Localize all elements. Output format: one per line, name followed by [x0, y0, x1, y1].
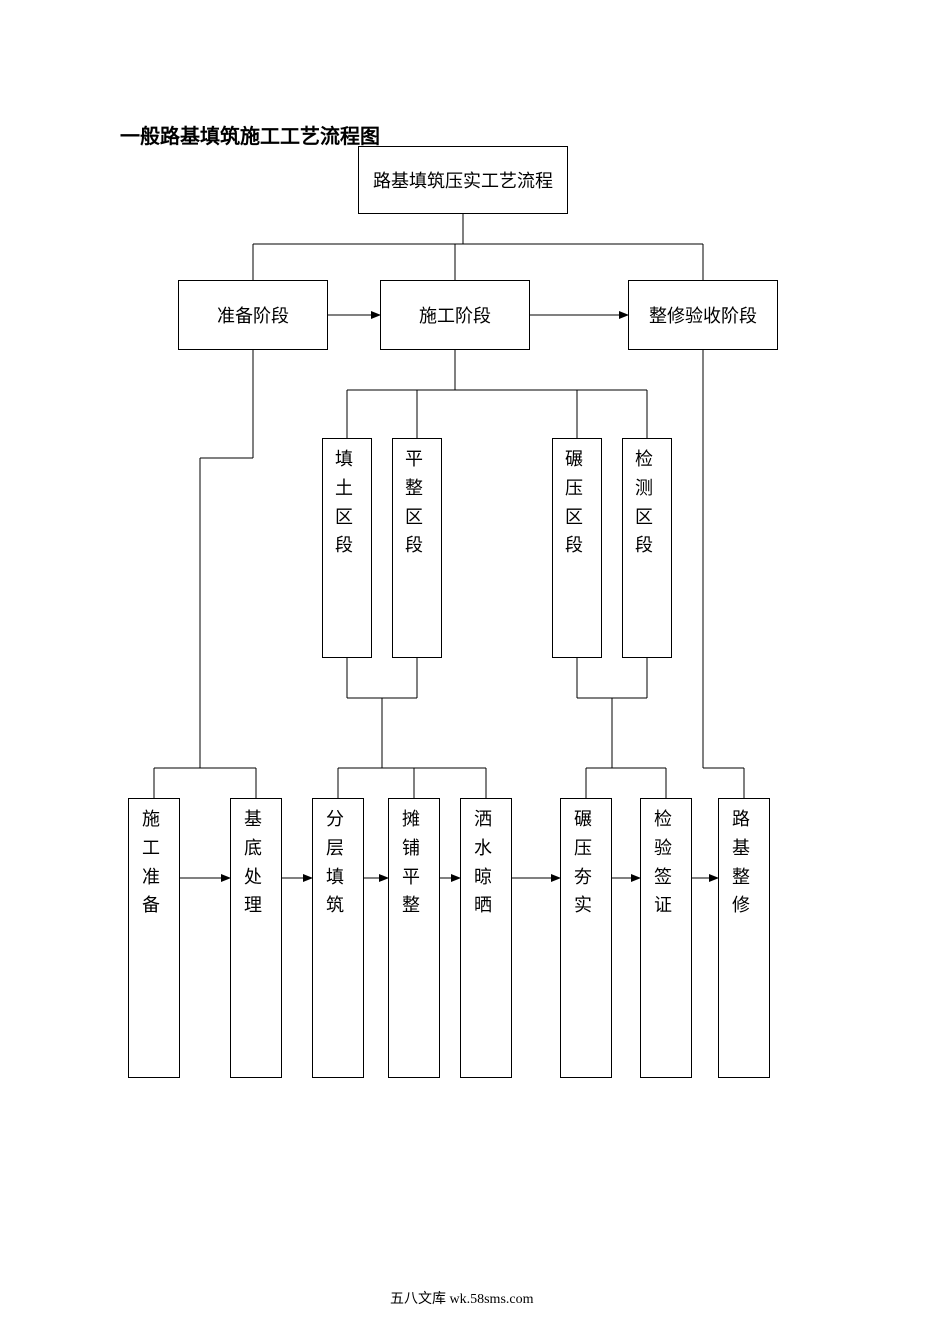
step-8-label: 路基整修: [732, 805, 756, 920]
mid-roll: 碾压区段: [552, 438, 602, 658]
step-4-label: 摊铺平整: [402, 805, 426, 920]
mid-roll-label: 碾压区段: [565, 445, 589, 560]
step-1: 施工准备: [128, 798, 180, 1078]
step-5: 洒水晾晒: [460, 798, 512, 1078]
step-8: 路基整修: [718, 798, 770, 1078]
page-title: 一般路基填筑施工工艺流程图: [120, 120, 520, 148]
step-2-label: 基底处理: [244, 805, 268, 920]
phase-finish: 整修验收阶段: [628, 280, 778, 350]
root-box: 路基填筑压实工艺流程: [358, 146, 568, 214]
mid-check-label: 检测区段: [635, 445, 659, 560]
mid-fill: 填土区段: [322, 438, 372, 658]
step-3: 分层填筑: [312, 798, 364, 1078]
step-5-label: 洒水晾晒: [474, 805, 498, 920]
mid-level: 平整区段: [392, 438, 442, 658]
footer-text: 五八文库 wk.58sms.com: [390, 1288, 534, 1308]
step-3-label: 分层填筑: [326, 805, 350, 920]
step-4: 摊铺平整: [388, 798, 440, 1078]
step-7: 检验签证: [640, 798, 692, 1078]
step-1-label: 施工准备: [142, 805, 166, 920]
step-7-label: 检验签证: [654, 805, 678, 920]
mid-fill-label: 填土区段: [335, 445, 359, 560]
mid-level-label: 平整区段: [405, 445, 429, 560]
step-6-label: 碾压夯实: [574, 805, 598, 920]
mid-check: 检测区段: [622, 438, 672, 658]
phase-prep: 准备阶段: [178, 280, 328, 350]
step-6: 碾压夯实: [560, 798, 612, 1078]
step-2: 基底处理: [230, 798, 282, 1078]
phase-construct: 施工阶段: [380, 280, 530, 350]
